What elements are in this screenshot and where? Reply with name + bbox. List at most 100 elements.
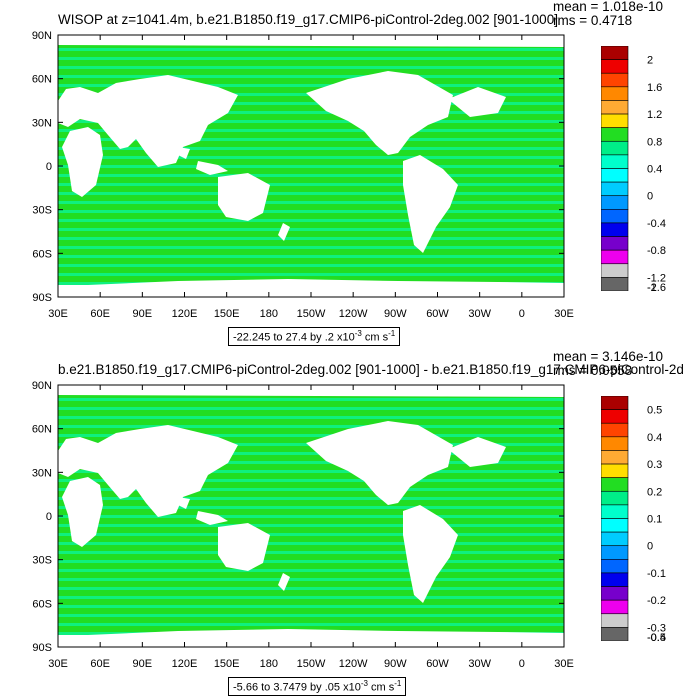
land-mask bbox=[306, 421, 453, 505]
field-band bbox=[58, 398, 564, 401]
field-band bbox=[58, 416, 564, 419]
field-band bbox=[58, 237, 564, 240]
field-band bbox=[58, 264, 564, 267]
field-band bbox=[58, 147, 564, 150]
x-tick-label: 30E bbox=[554, 308, 574, 320]
x-tick-label: 150W bbox=[297, 658, 326, 670]
colorbar-box bbox=[601, 72, 629, 88]
bottom-plot-title: b.e21.B1850.f19_g17.CMIP6-piControl-2deg… bbox=[58, 362, 684, 377]
colorbar-box bbox=[601, 181, 629, 197]
land-mask bbox=[58, 75, 238, 167]
land-mask bbox=[178, 497, 190, 509]
colorbar-box bbox=[601, 436, 629, 451]
field-band bbox=[58, 201, 564, 204]
field-band bbox=[58, 57, 564, 60]
field-band bbox=[58, 569, 564, 572]
colorbar-box bbox=[601, 222, 629, 237]
colorbar-label: 1.2 bbox=[647, 109, 662, 121]
x-tick-label: 120W bbox=[339, 308, 368, 320]
colorbar-box bbox=[601, 490, 629, 506]
colorbar-box bbox=[601, 249, 629, 265]
field-band bbox=[58, 452, 564, 455]
bottom-map-plot: 30E 60E 90E 120E 150E 180 150W 120W 90W 60W 30W 0 30… bbox=[32, 380, 574, 670]
y-tick-label: 60N bbox=[32, 74, 52, 86]
colorbar-box bbox=[601, 422, 629, 438]
colorbar-box bbox=[601, 46, 629, 60]
field-band bbox=[58, 174, 564, 177]
colorbar-label: 0 bbox=[647, 541, 653, 553]
colorbar-label: -2 bbox=[647, 282, 657, 291]
colorbar-box bbox=[601, 627, 629, 641]
colorbar-box bbox=[601, 263, 629, 278]
bottom-range-label: -5.66 to 3.7479 by .05 x10-3 cm s-1 bbox=[228, 677, 407, 696]
colorbar-box bbox=[601, 409, 629, 424]
bottom-colorbar-svg: 0.5 0.4 0.3 0.2 0.1 0 -0.1 -0.2 -0.3-0.4-0.5 bbox=[601, 396, 666, 641]
colorbar-label: 0 bbox=[647, 191, 653, 203]
field-band bbox=[58, 497, 564, 500]
field-band bbox=[58, 255, 564, 258]
x-tick-label: 90E bbox=[133, 308, 153, 320]
x-tick-label: 150E bbox=[214, 308, 240, 320]
land-mask bbox=[196, 511, 228, 525]
field-band bbox=[58, 515, 564, 518]
top-colorbar-svg: 2 1.6 1.2 0.8 0.4 0 -0.4 -0.8 -1.2-1.6-2 bbox=[601, 46, 666, 291]
bottom-panel: b.e21.B1850.f19_g17.CMIP6-piControl-2deg… bbox=[0, 349, 700, 700]
y-tick-label: 90N bbox=[32, 380, 52, 392]
colorbar-box bbox=[601, 586, 629, 601]
colorbar-box bbox=[601, 100, 629, 115]
colorbar-label: 0.4 bbox=[647, 164, 662, 176]
field-band bbox=[58, 273, 564, 276]
colorbar-box bbox=[601, 236, 629, 251]
colorbar-box bbox=[601, 599, 629, 615]
x-tick-label: 0 bbox=[519, 658, 525, 670]
y-tick-label: 30N bbox=[32, 117, 52, 129]
field-band bbox=[58, 578, 564, 581]
x-tick-label: 60W bbox=[426, 658, 449, 670]
field-band bbox=[58, 506, 564, 509]
field-band bbox=[58, 461, 564, 464]
field-band bbox=[58, 587, 564, 590]
y-tick-label: 90S bbox=[32, 642, 52, 654]
x-tick-label: 150W bbox=[297, 308, 326, 320]
x-tick-label: 60E bbox=[90, 308, 110, 320]
colorbar-label: 0.3 bbox=[647, 459, 662, 471]
land-mask bbox=[278, 223, 290, 241]
colorbar-box bbox=[601, 396, 629, 410]
field-band bbox=[58, 48, 564, 51]
field-band bbox=[58, 524, 564, 527]
field-band bbox=[58, 551, 564, 554]
field-band bbox=[58, 129, 564, 132]
field-band bbox=[58, 614, 564, 617]
top-plot-title: WISOP at z=1041.4m, b.e21.B1850.f19_g17.… bbox=[58, 12, 558, 27]
field-band bbox=[58, 407, 564, 410]
field-band bbox=[58, 425, 564, 428]
land-mask bbox=[448, 87, 506, 117]
colorbar-label: 0.2 bbox=[647, 486, 662, 498]
land-mask bbox=[62, 477, 103, 547]
land-mask bbox=[306, 71, 453, 155]
top-colorbar: 2 1.6 1.2 0.8 0.4 0 -0.4 -0.8 -1.2 -1.6 -2 bbox=[601, 46, 691, 291]
land-mask bbox=[62, 127, 103, 197]
land-mask bbox=[403, 155, 458, 253]
land-mask bbox=[218, 173, 270, 221]
field-band bbox=[58, 533, 564, 536]
colorbar-box bbox=[601, 559, 629, 574]
colorbar-box bbox=[601, 450, 629, 465]
colorbar-box bbox=[601, 195, 629, 210]
colorbar-box bbox=[601, 518, 629, 533]
bottom-map-svg: 30E 60E 90E 120E 150E 180 150W 120W 90W 60W 30W 0 30… bbox=[32, 380, 574, 670]
field-band bbox=[58, 120, 564, 123]
y-tick-label: 90S bbox=[32, 292, 52, 304]
x-tick-label: 30E bbox=[554, 658, 574, 670]
y-tick-label: 30S bbox=[32, 555, 52, 567]
land-mask bbox=[196, 161, 228, 175]
x-tick-label: 120W bbox=[339, 658, 368, 670]
x-tick-label: 150E bbox=[214, 658, 240, 670]
x-tick-label: 180 bbox=[260, 308, 278, 320]
colorbar-box bbox=[601, 572, 629, 587]
colorbar-label: -1.2 bbox=[647, 272, 666, 284]
field-band bbox=[58, 219, 564, 222]
field-band bbox=[58, 192, 564, 195]
x-tick-label: 0 bbox=[519, 308, 525, 320]
land-mask bbox=[278, 573, 290, 591]
